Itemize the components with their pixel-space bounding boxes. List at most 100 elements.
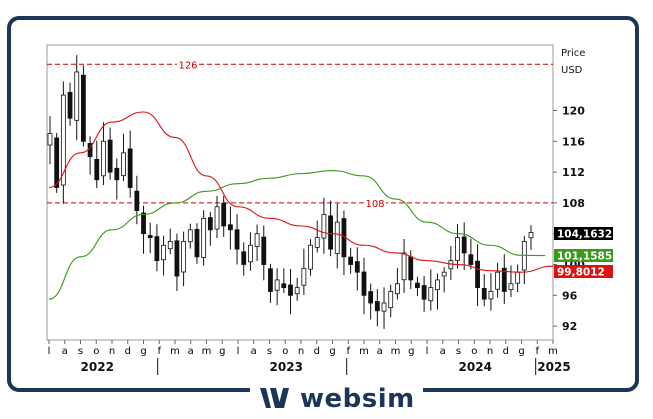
- candle-body: [468, 254, 474, 265]
- x-tick-label: f: [346, 346, 350, 357]
- brand-name: websim: [300, 384, 415, 414]
- candle-body: [528, 232, 534, 239]
- candle-body: [308, 244, 313, 270]
- x-tick-label: g: [140, 346, 146, 357]
- candle-body: [47, 133, 53, 146]
- x-tick-label: s: [456, 346, 461, 357]
- candle-body: [114, 167, 120, 181]
- value-tag-label: 104,1632: [557, 229, 612, 241]
- level-label-bg: [177, 58, 199, 71]
- level-label: 108: [365, 199, 384, 210]
- candle-body: [455, 237, 460, 261]
- candle-body: [134, 190, 140, 212]
- candle-body: [361, 271, 367, 296]
- plot-area: [46, 44, 554, 341]
- price-candles: [47, 55, 534, 329]
- y-tick-label: 120: [562, 104, 585, 117]
- candle-body: [381, 302, 387, 312]
- candle-body: [435, 279, 440, 291]
- candle-body: [214, 206, 220, 230]
- candle-body: [94, 158, 100, 181]
- x-tick-label: n: [298, 346, 304, 357]
- x-tick-label: s: [267, 346, 272, 357]
- x-tick-label: m: [170, 346, 180, 357]
- candle-body: [121, 152, 126, 177]
- x-tick-label: o: [471, 346, 477, 357]
- candle-body: [227, 224, 233, 231]
- level-label-bg: [364, 196, 386, 209]
- candle-body: [348, 256, 354, 265]
- candle-body: [187, 229, 193, 243]
- candle-body: [60, 94, 66, 186]
- x-tick-label: d: [314, 346, 320, 357]
- candle-body: [515, 271, 521, 284]
- candle-body: [147, 235, 153, 238]
- candle-body: [475, 260, 480, 289]
- level-label: 126: [178, 60, 197, 71]
- candle-body: [254, 233, 260, 247]
- x-tick-label: g: [518, 346, 524, 357]
- x-tick-label: g: [219, 346, 225, 357]
- candle-body: [328, 215, 333, 250]
- x-tick-label: a: [377, 346, 383, 357]
- candle-body: [194, 228, 200, 258]
- candle-body: [74, 71, 80, 121]
- x-tick-label: s: [78, 346, 83, 357]
- y-tick-label: 108: [562, 197, 585, 210]
- x-tick-label: l: [237, 346, 240, 357]
- candle-body: [314, 237, 320, 248]
- candle-body: [501, 267, 507, 292]
- value-tag-2: 99,8012: [554, 265, 613, 279]
- candle-body: [294, 287, 300, 295]
- x-tick-label: o: [93, 346, 99, 357]
- axis-unit: USD: [561, 65, 583, 76]
- x-tick-label: a: [440, 346, 446, 357]
- candle-body: [174, 240, 180, 277]
- candle-body: [374, 301, 380, 312]
- value-tag-label: 99,8012: [557, 267, 605, 279]
- value-tag-0: 104,1632: [554, 227, 613, 241]
- candle-body: [268, 268, 273, 292]
- candle-body: [141, 212, 146, 235]
- series-line-green: [48, 169, 546, 300]
- year-label: 2023: [270, 360, 303, 374]
- y-tick-label: 116: [562, 135, 585, 148]
- candle-body: [154, 236, 160, 262]
- candle-body: [461, 236, 467, 254]
- candle-body: [488, 291, 494, 300]
- candle-body: [81, 74, 86, 142]
- candle-body: [67, 92, 73, 119]
- candle-body: [127, 148, 133, 188]
- candle-body: [401, 252, 407, 281]
- x-tick-label: a: [62, 346, 68, 357]
- candle-body: [274, 279, 280, 291]
- candle-body: [261, 236, 267, 265]
- candle-body: [368, 291, 374, 304]
- x-tick-label: f: [157, 346, 161, 357]
- x-tick-label: n: [487, 346, 493, 357]
- series-line-red: [48, 111, 554, 273]
- x-tick-label: l: [426, 346, 429, 357]
- candle-body: [394, 283, 400, 295]
- x-tick-label: f: [535, 346, 539, 357]
- candle-body: [301, 267, 307, 286]
- candle-body: [101, 140, 106, 177]
- x-tick-label: l: [48, 346, 51, 357]
- candle-body: [508, 283, 514, 291]
- y-tick-label: 92: [562, 320, 577, 333]
- year-label: 2022: [81, 360, 114, 374]
- value-tag-1: 101,1585: [554, 249, 613, 263]
- candle-body: [421, 285, 427, 300]
- value-tag-bg: [554, 227, 613, 240]
- candle-body: [288, 284, 293, 296]
- chart-frame: [7, 16, 639, 392]
- websim-logo-icon: [260, 388, 289, 408]
- candle-body: [167, 241, 173, 250]
- candle-body: [428, 287, 434, 302]
- candle-body: [481, 288, 487, 300]
- candle-body: [441, 271, 447, 277]
- candle-body: [221, 202, 227, 227]
- candle-body: [248, 244, 253, 263]
- x-tick-label: a: [188, 346, 194, 357]
- y-tick-label: 112: [562, 166, 585, 179]
